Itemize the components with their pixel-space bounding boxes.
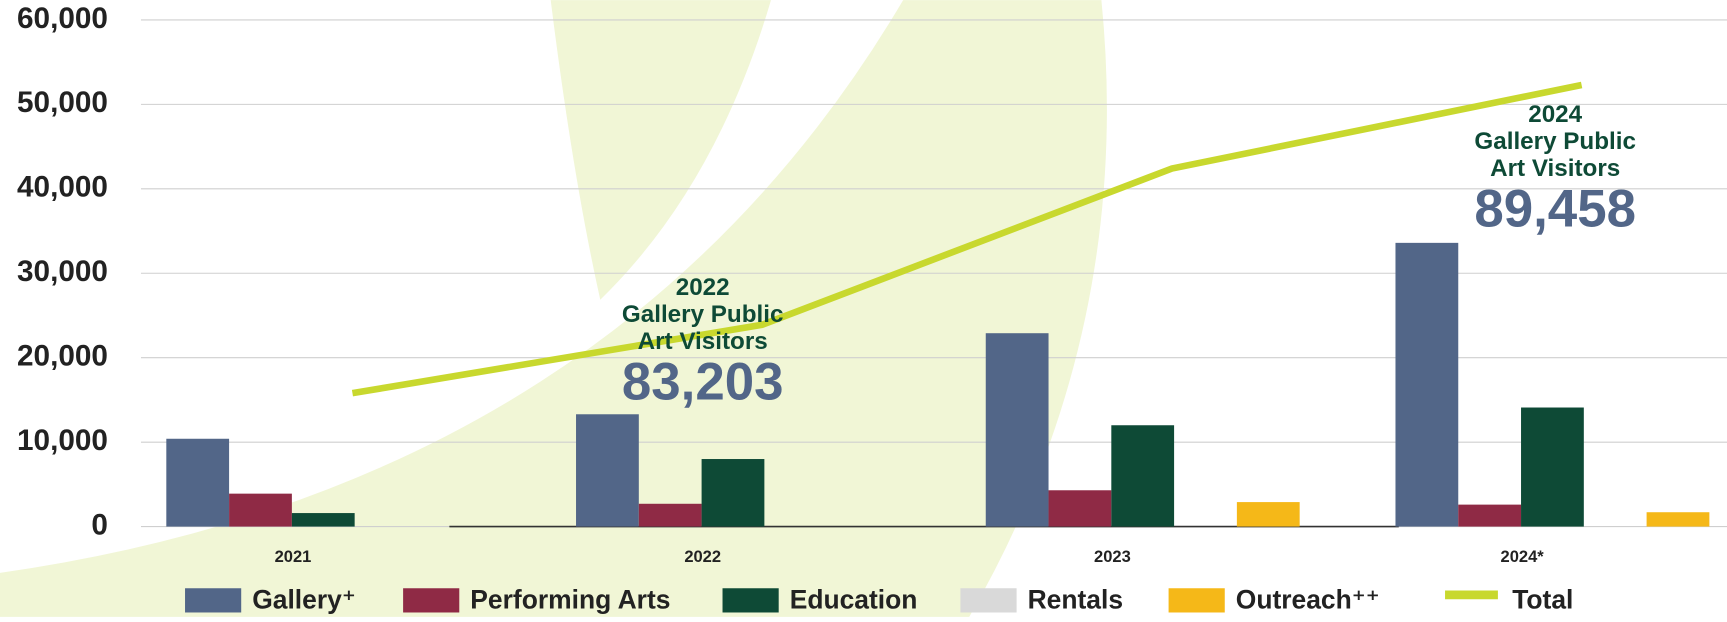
bar (1521, 407, 1584, 527)
bar (1458, 504, 1522, 527)
y-tick-label: 10,000 (17, 424, 108, 457)
bar (1048, 490, 1112, 527)
bar (701, 459, 765, 527)
y-tick-label: 20,000 (17, 340, 108, 373)
bar (291, 513, 355, 527)
annotation-text: 2022 (676, 274, 730, 301)
legend-label: Education (790, 584, 918, 614)
bar (229, 493, 292, 527)
legend-label: Outreach⁺⁺ (1236, 584, 1380, 614)
bar (1646, 512, 1710, 527)
bar (638, 503, 702, 527)
x-tick-label: 2021 (275, 547, 312, 566)
y-tick-label: 40,000 (17, 171, 108, 204)
legend-label: Performing Arts (470, 584, 670, 614)
bar (576, 414, 639, 527)
annotation-total: 89,458 (1474, 180, 1636, 239)
x-tick-label: 2022 (684, 547, 721, 566)
bar (166, 438, 230, 527)
x-tick-label: 2023 (1094, 547, 1131, 566)
legend-label: Rentals (1028, 584, 1123, 614)
bar (985, 333, 1049, 527)
legend-swatch (722, 588, 779, 613)
background-leaf (550, 0, 771, 300)
legend-swatch (403, 588, 460, 613)
background-swoosh (0, 0, 1107, 617)
y-tick-label: 60,000 (17, 2, 108, 35)
x-tick-label: 2024* (1501, 547, 1545, 566)
annotation-text: Gallery Public (622, 301, 784, 328)
y-tick-label: 50,000 (17, 86, 108, 119)
annotation-text: 2024 (1528, 101, 1582, 128)
annotation-text: Art Visitors (1490, 155, 1620, 182)
annotation-text: Art Visitors (638, 328, 768, 355)
bar (1395, 242, 1459, 527)
legend-label: Total (1512, 584, 1573, 614)
legend-swatch (1168, 588, 1225, 613)
legend-swatch (960, 588, 1017, 613)
legend-swatch (185, 588, 242, 613)
bar (1236, 502, 1300, 527)
annotation-text: Gallery Public (1474, 128, 1636, 155)
y-tick-label: 30,000 (17, 255, 108, 288)
legend-label: Gallery⁺ (252, 584, 356, 614)
bar (1111, 425, 1175, 527)
y-tick-label: 0 (91, 508, 108, 541)
annotation-total: 83,203 (622, 353, 784, 412)
total-line (351, 81, 1583, 397)
